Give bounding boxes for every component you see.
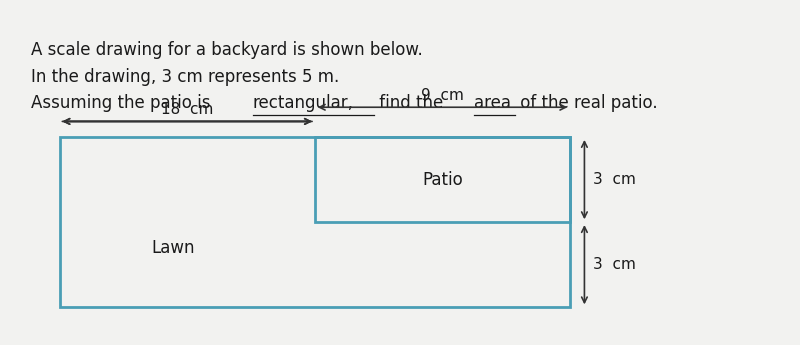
Text: area: area: [474, 95, 511, 112]
Text: rectangular,: rectangular,: [253, 95, 354, 112]
Bar: [59, 137, 570, 307]
Bar: [315, 137, 570, 222]
Text: In the drawing, 3 cm represents 5 m.: In the drawing, 3 cm represents 5 m.: [31, 68, 339, 86]
Text: 9  cm: 9 cm: [421, 88, 464, 103]
Text: 3  cm: 3 cm: [593, 257, 636, 272]
Text: A scale drawing for a backyard is shown below.: A scale drawing for a backyard is shown …: [31, 41, 423, 59]
Text: find the: find the: [374, 95, 448, 112]
Text: Assuming the patio is: Assuming the patio is: [31, 95, 216, 112]
Text: Lawn: Lawn: [151, 239, 194, 257]
Text: 3  cm: 3 cm: [593, 172, 636, 187]
Text: of the real patio.: of the real patio.: [514, 95, 658, 112]
Text: 18  cm: 18 cm: [161, 102, 214, 117]
Text: Patio: Patio: [422, 170, 463, 189]
